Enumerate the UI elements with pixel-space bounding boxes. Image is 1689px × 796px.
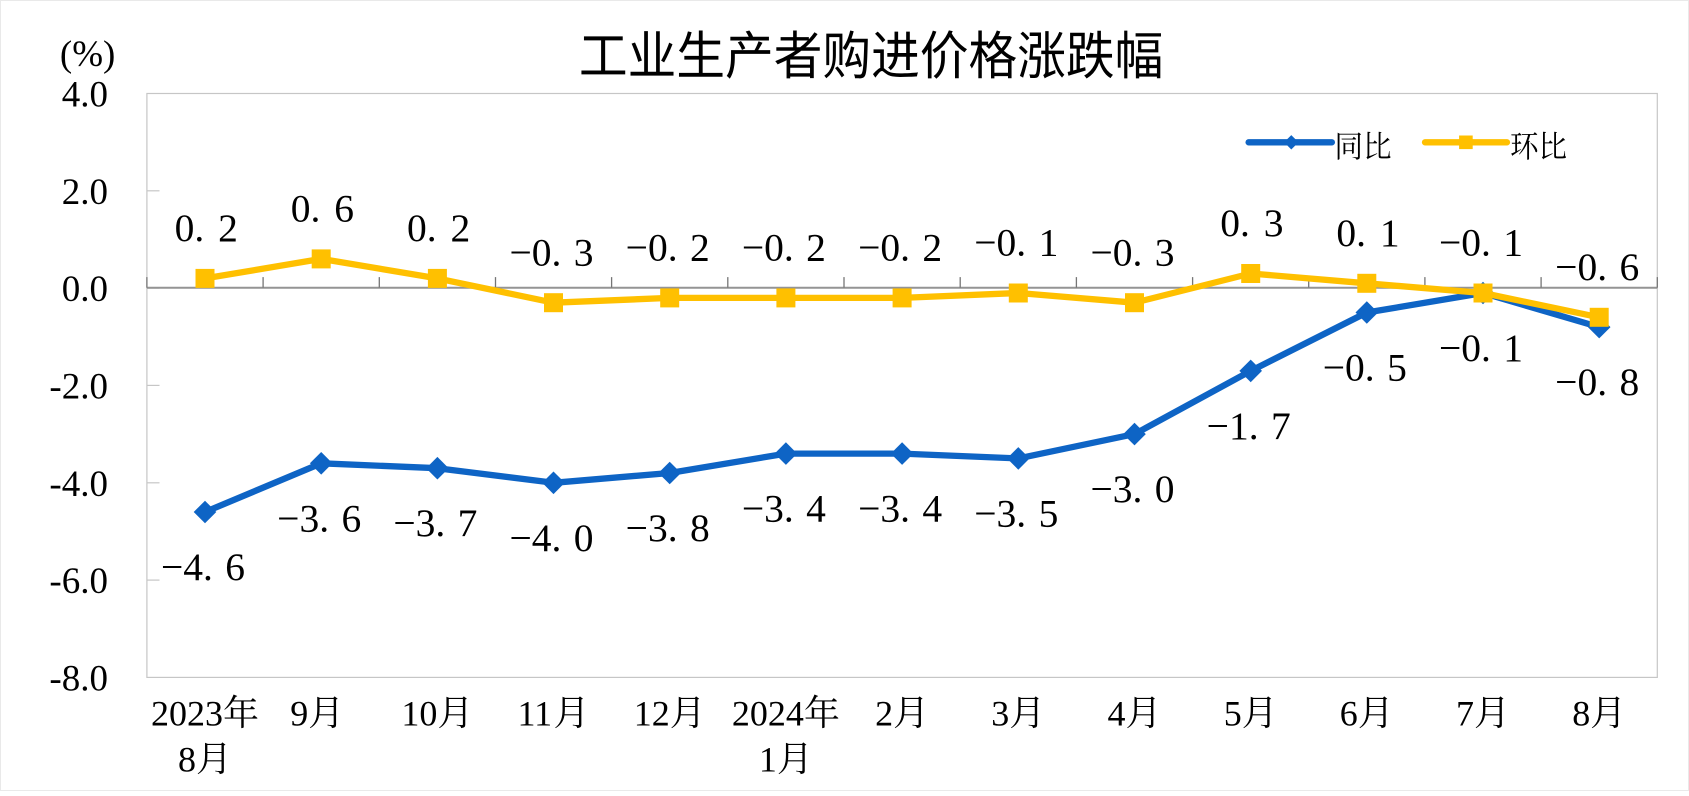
- svg-text:−1. 7: −1. 7: [1207, 404, 1291, 448]
- svg-text:4.0: 4.0: [62, 75, 108, 116]
- svg-text:−0. 8: −0. 8: [1555, 360, 1639, 404]
- svg-text:−0. 3: −0. 3: [1090, 230, 1174, 274]
- svg-text:−0. 1: −0. 1: [974, 221, 1058, 265]
- svg-text:−0. 2: −0. 2: [858, 226, 942, 270]
- svg-text:9: 9: [290, 693, 308, 733]
- svg-text:2024: 2024: [732, 693, 804, 733]
- svg-text:12: 12: [634, 693, 670, 733]
- svg-text:−0. 1: −0. 1: [1439, 326, 1523, 370]
- svg-text:−0. 6: −0. 6: [1555, 245, 1639, 289]
- svg-text:−0. 3: −0. 3: [509, 230, 593, 274]
- svg-text:−3. 7: −3. 7: [393, 501, 477, 545]
- svg-text:−0. 2: −0. 2: [626, 226, 710, 270]
- svg-text:−4. 0: −4. 0: [509, 516, 593, 560]
- svg-text:6: 6: [1340, 693, 1358, 733]
- svg-text:0.0: 0.0: [62, 269, 108, 310]
- svg-text:0. 6: 0. 6: [291, 187, 354, 231]
- svg-text:0. 3: 0. 3: [1220, 201, 1283, 245]
- svg-text:(%): (%): [60, 34, 115, 75]
- svg-text:−3. 4: −3. 4: [858, 487, 942, 531]
- svg-text:−0. 1: −0. 1: [1439, 221, 1523, 265]
- svg-text:2023: 2023: [151, 693, 223, 733]
- svg-text:-4.0: -4.0: [49, 464, 108, 505]
- svg-text:−3. 4: −3. 4: [742, 487, 826, 531]
- svg-text:−3. 6: −3. 6: [277, 496, 361, 540]
- svg-text:8: 8: [1572, 693, 1590, 733]
- svg-text:−0. 2: −0. 2: [742, 226, 826, 270]
- svg-text:−3. 8: −3. 8: [626, 506, 710, 550]
- svg-text:11: 11: [518, 693, 553, 733]
- svg-text:8: 8: [178, 739, 196, 779]
- svg-text:−0. 5: −0. 5: [1323, 346, 1407, 390]
- svg-text:0. 1: 0. 1: [1336, 211, 1399, 255]
- svg-text:4: 4: [1108, 693, 1126, 733]
- svg-text:-2.0: -2.0: [49, 366, 108, 407]
- svg-text:-8.0: -8.0: [49, 658, 108, 699]
- svg-text:10: 10: [401, 693, 437, 733]
- svg-text:−4. 6: −4. 6: [161, 545, 245, 589]
- svg-text:−3. 0: −3. 0: [1090, 467, 1174, 511]
- svg-text:0. 2: 0. 2: [407, 206, 470, 250]
- svg-text:5: 5: [1224, 693, 1242, 733]
- svg-text:-6.0: -6.0: [49, 561, 108, 602]
- svg-text:0. 2: 0. 2: [175, 206, 238, 250]
- svg-text:2.0: 2.0: [62, 172, 108, 213]
- svg-text:−3. 5: −3. 5: [974, 491, 1058, 535]
- svg-text:7: 7: [1456, 693, 1474, 733]
- svg-text:2: 2: [875, 693, 893, 733]
- svg-text:3: 3: [991, 693, 1009, 733]
- svg-text:1: 1: [759, 739, 777, 779]
